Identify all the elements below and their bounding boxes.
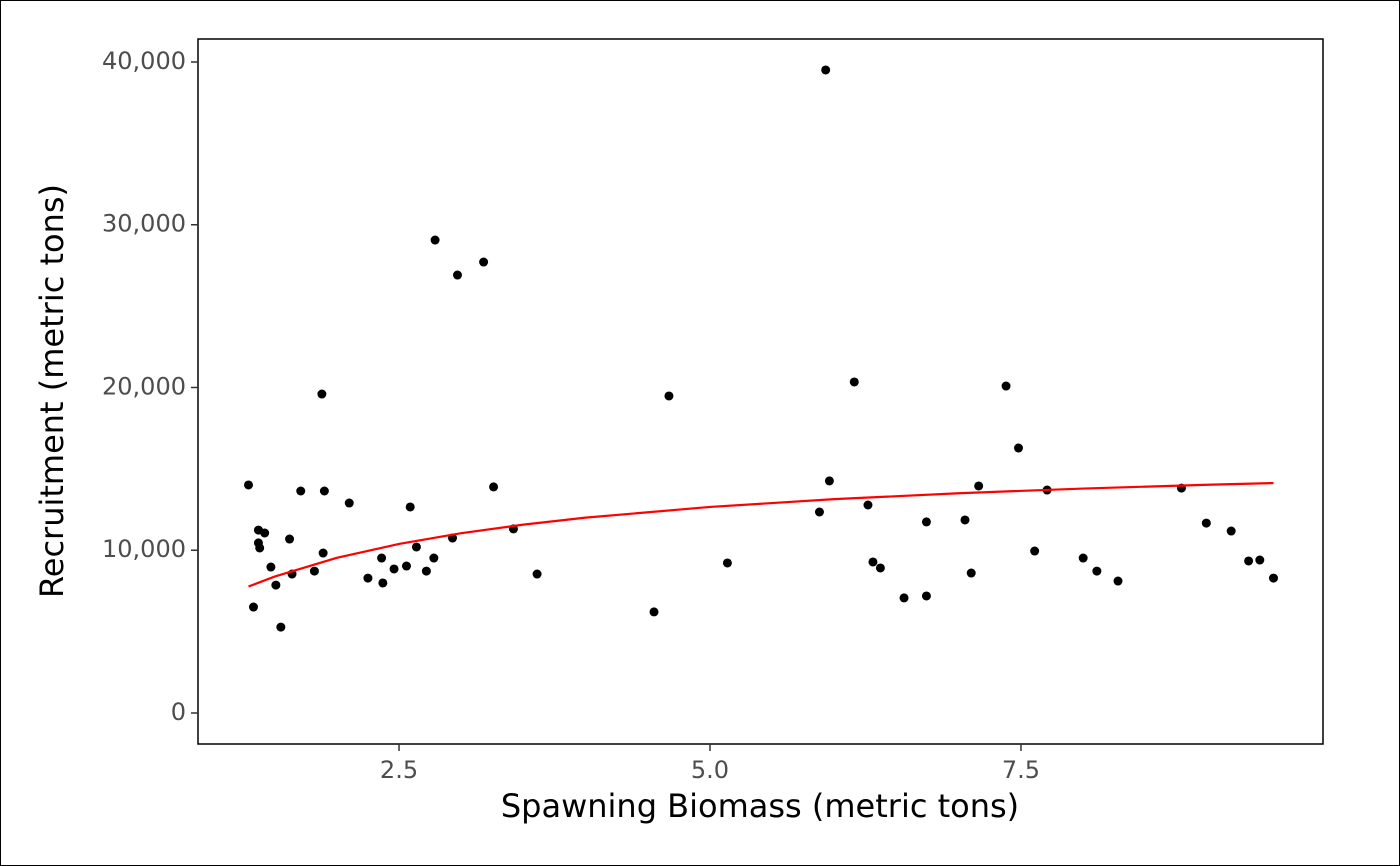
point <box>318 548 328 558</box>
fit-line <box>248 481 1274 588</box>
point <box>532 569 542 579</box>
x-axis-title: Spawning Biomass (metric tons) <box>501 787 1019 825</box>
point <box>821 65 831 75</box>
point <box>899 593 909 603</box>
plot-panel <box>197 38 1324 745</box>
point <box>266 562 276 572</box>
point <box>863 500 873 510</box>
point <box>271 580 281 590</box>
point <box>664 391 674 401</box>
point <box>1226 526 1236 536</box>
point <box>814 507 824 517</box>
point <box>248 602 258 612</box>
point <box>1030 546 1040 556</box>
point <box>344 498 354 508</box>
point <box>1113 576 1123 586</box>
point <box>1244 556 1254 566</box>
point <box>849 377 859 387</box>
point <box>377 553 387 563</box>
point <box>722 558 732 568</box>
point <box>411 542 421 552</box>
point <box>1001 381 1011 391</box>
point <box>405 502 415 512</box>
point <box>1268 573 1278 583</box>
x-tick-label: 5.0 <box>691 756 729 784</box>
point <box>960 515 970 525</box>
point <box>260 528 270 538</box>
point <box>1201 518 1211 528</box>
point <box>479 257 489 267</box>
point <box>276 622 286 632</box>
point <box>875 563 885 573</box>
point <box>429 553 439 563</box>
point <box>430 235 440 245</box>
y-tick-label: 0 <box>171 698 186 726</box>
point <box>309 566 319 576</box>
y-axis-title: Recruitment (metric tons) <box>33 184 71 598</box>
point <box>1255 555 1265 565</box>
y-tick-label: 10,000 <box>102 535 186 563</box>
point <box>649 607 659 617</box>
point <box>389 564 399 574</box>
point <box>296 486 306 496</box>
point <box>921 517 931 527</box>
point <box>421 566 431 576</box>
point <box>1092 566 1102 576</box>
x-tick-label: 7.5 <box>1002 756 1040 784</box>
point <box>285 534 295 544</box>
point <box>1013 443 1023 453</box>
point <box>363 573 373 583</box>
point <box>319 486 329 496</box>
point <box>255 543 265 553</box>
point <box>966 568 976 578</box>
point <box>378 578 388 588</box>
point <box>317 389 327 399</box>
y-tick-label: 20,000 <box>102 372 186 400</box>
point <box>1078 553 1088 563</box>
point <box>401 561 411 571</box>
x-tick-label: 2.5 <box>380 756 418 784</box>
point <box>974 481 984 491</box>
point <box>489 482 499 492</box>
point <box>868 557 878 567</box>
point <box>824 476 834 486</box>
point <box>244 480 254 490</box>
point <box>452 270 462 280</box>
y-tick-label: 30,000 <box>102 210 186 238</box>
y-tick-label: 40,000 <box>102 47 186 75</box>
point <box>921 591 931 601</box>
